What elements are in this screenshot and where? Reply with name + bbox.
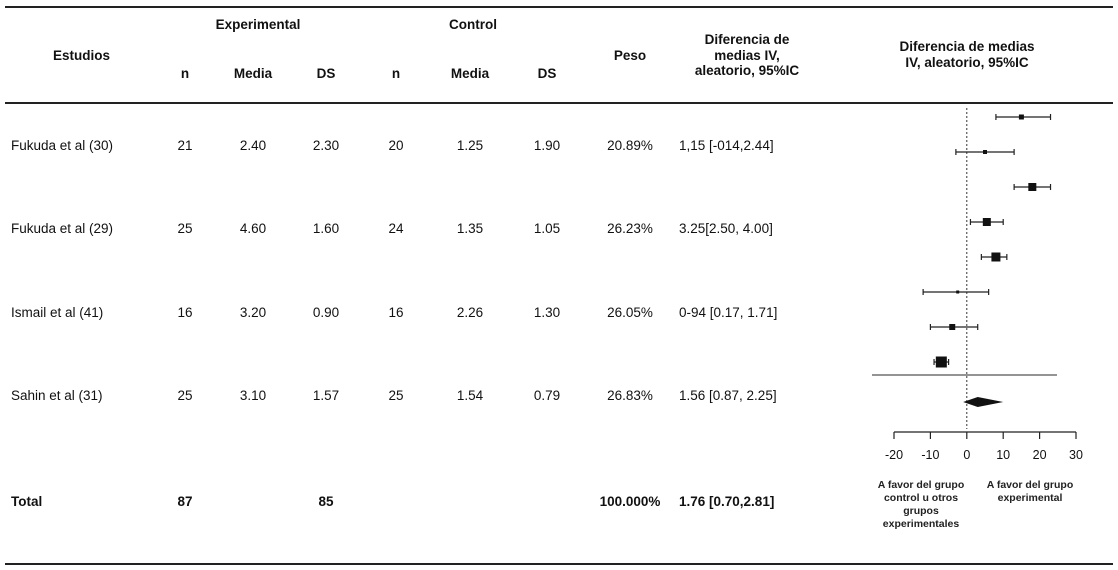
- mean-ctl: 1.35: [456, 221, 484, 236]
- mean-exp: 2.40: [239, 138, 267, 153]
- weight: 26.23%: [607, 221, 653, 236]
- mean-diff: 1.56 [0.87, 2.25]: [679, 388, 777, 403]
- total-label: Total: [11, 494, 43, 509]
- n-ctl: 24: [388, 221, 404, 236]
- mean-exp: 3.20: [239, 305, 267, 320]
- mean-diff: 0-94 [0.17, 1.71]: [679, 305, 778, 320]
- bottom-rule: [5, 563, 1113, 565]
- sd-exp: 0.90: [312, 305, 340, 320]
- estimate-marker: [1028, 183, 1037, 191]
- header-ds-ctl: DS: [537, 66, 557, 81]
- weight: 26.05%: [607, 305, 653, 320]
- header-estudios: Estudios: [53, 48, 111, 63]
- mean-diff: 1,15 [-014,2.44]: [679, 138, 774, 153]
- sd-ctl: 1.30: [533, 305, 561, 320]
- study-name: Sahin et al (31): [11, 388, 103, 403]
- estimate-marker: [982, 218, 991, 226]
- x-tick-label: 0: [963, 448, 970, 462]
- estimate-marker: [949, 324, 956, 330]
- header-rule: [5, 102, 1113, 104]
- weight: 26.83%: [607, 388, 653, 403]
- n-exp: 16: [177, 305, 193, 320]
- header-control: Control: [449, 17, 497, 32]
- header-diff-plot: Diferencia de medias IV, aleatorio, 95%I…: [899, 39, 1035, 70]
- top-rule: [5, 6, 1113, 8]
- forest-plot: -20 -10 0 10 20 30 A favor del grupo control u …: [872, 108, 1083, 530]
- right-favor-label: A favor del grupo experimental: [987, 479, 1074, 504]
- n-ctl: 25: [388, 388, 404, 403]
- header-n-ctl: n: [391, 66, 401, 81]
- sd-exp: 1.60: [312, 221, 340, 236]
- x-tick-label: 10: [996, 448, 1010, 462]
- sd-ctl: 1.05: [533, 221, 561, 236]
- n-exp: 21: [177, 138, 193, 153]
- total-n-exp: 87: [177, 494, 193, 509]
- mean-diff: 3.25[2.50, 4.00]: [679, 221, 773, 236]
- mean-ctl: 1.54: [456, 388, 484, 403]
- sd-exp: 1.57: [312, 388, 340, 403]
- mean-ctl: 2.26: [456, 305, 484, 320]
- sd-ctl: 1.90: [533, 138, 561, 153]
- study-name: Fukuda et al (30): [11, 138, 114, 153]
- total-weight: 100.000%: [599, 494, 661, 509]
- header-media-exp: Media: [233, 66, 273, 81]
- study-name: Fukuda et al (29): [11, 221, 114, 236]
- n-exp: 25: [177, 221, 193, 236]
- mean-ctl: 1.25: [456, 138, 484, 153]
- estimate-marker: [935, 356, 947, 368]
- estimate-marker: [991, 252, 1001, 262]
- sd-ctl: 0.79: [533, 388, 561, 403]
- x-tick-label: -20: [885, 448, 903, 462]
- header-n-exp: n: [180, 66, 190, 81]
- header-peso: Peso: [613, 48, 647, 63]
- n-exp: 25: [177, 388, 193, 403]
- x-tick-label: 30: [1069, 448, 1083, 462]
- pooled-diamond: [963, 397, 1004, 407]
- mean-exp: 4.60: [239, 221, 267, 236]
- header-media-ctl: Media: [450, 66, 490, 81]
- n-ctl: 16: [388, 305, 404, 320]
- header-experimental: Experimental: [215, 17, 301, 32]
- estimate-marker: [983, 150, 987, 154]
- left-favor-label: A favor del grupo control u otros grupos ex…: [878, 479, 965, 530]
- header-ds-exp: DS: [316, 66, 336, 81]
- estimate-marker: [1018, 114, 1024, 120]
- sd-exp: 2.30: [312, 138, 340, 153]
- total-mean-diff: 1.76 [0.70,2.81]: [679, 494, 775, 509]
- x-tick-label: 20: [1033, 448, 1047, 462]
- x-tick-label: -10: [921, 448, 939, 462]
- header-diff-ci: Diferencia de medias IV, aleatorio, 95%I…: [694, 32, 800, 79]
- estimate-marker: [956, 290, 960, 294]
- n-ctl: 20: [388, 138, 404, 153]
- study-name: Ismail et al (41): [11, 305, 104, 320]
- total-n-ctl: 85: [318, 494, 334, 509]
- mean-exp: 3.10: [239, 388, 267, 403]
- weight: 20.89%: [607, 138, 653, 153]
